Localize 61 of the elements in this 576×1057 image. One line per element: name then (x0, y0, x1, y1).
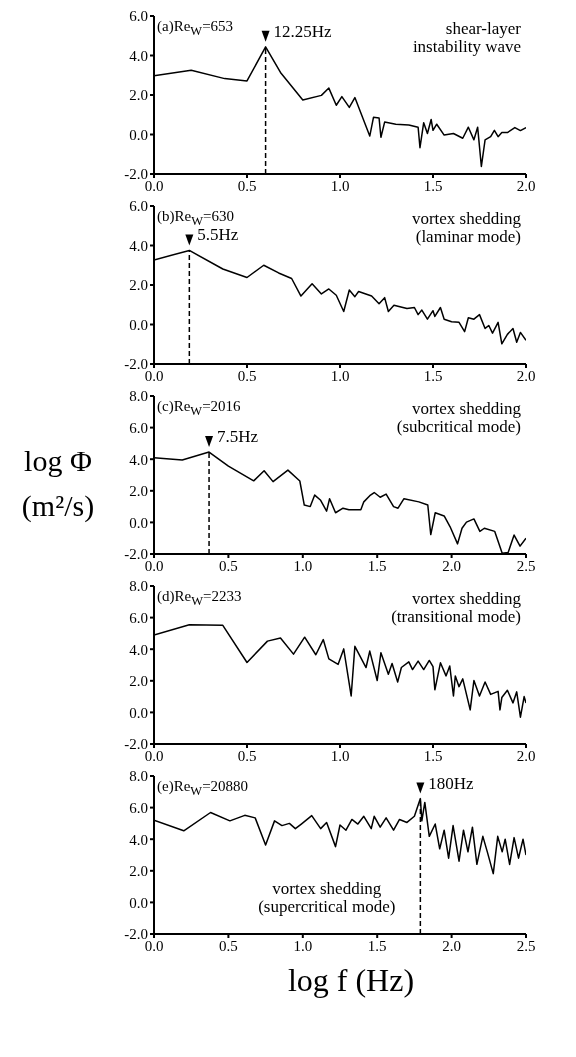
annotation: 5.5Hz (197, 225, 239, 245)
y-tick-label: 0.0 (129, 126, 148, 143)
annotation: 180Hz (428, 773, 475, 793)
x-tick-label: 2.0 (442, 937, 461, 954)
x-tick-label: 1.5 (423, 367, 443, 384)
annotation: vortex shedding (subcritical mode) (396, 399, 521, 436)
y-tick-label: 6.0 (129, 198, 148, 215)
y-tick-label: 0.0 (129, 514, 148, 531)
x-tick-label: 0.5 (237, 747, 257, 764)
y-tick-label: 8.0 (129, 578, 148, 595)
x-tick-label: 1.5 (367, 557, 387, 574)
y-tick-label: 8.0 (129, 388, 148, 405)
x-tick-label: 1.5 (423, 747, 443, 764)
y-tick-label: 8.0 (129, 768, 148, 785)
y-tick-label: 0.0 (129, 894, 148, 911)
x-tick-label: 0.5 (237, 177, 257, 194)
x-tick-label: 1.0 (330, 177, 350, 194)
y-tick-label: 6.0 (129, 799, 148, 816)
x-tick-label: 1.0 (330, 367, 350, 384)
y-tick-label: 6.0 (129, 419, 148, 436)
x-tick-label: 1.0 (293, 937, 313, 954)
x-tick-label: 2.0 (516, 367, 536, 384)
annotation: (a)Re$_{W}$=653 (157, 18, 234, 39)
x-tick-label: 1.5 (367, 937, 387, 954)
x-tick-label: 1.0 (293, 557, 313, 574)
x-tick-label: 2.0 (442, 557, 461, 574)
annotation: vortex shedding (laminar mode) (411, 209, 521, 246)
annotation: (c)Re$_{W}$=2016 (157, 398, 241, 419)
y-axis-title: log Φ (m²/s) (21, 443, 95, 524)
annotation: shear-layer instability wave (412, 19, 521, 56)
y-tick-label: 0.0 (129, 316, 148, 333)
x-tick-label: 1.5 (423, 177, 443, 194)
y-tick-label: 0.0 (129, 704, 148, 721)
y-tick-label: 2.0 (129, 277, 148, 294)
x-axis-title: log f (Hz) (286, 962, 416, 999)
x-tick-label: 0.5 (219, 937, 238, 954)
y-tick-label: 4.0 (129, 47, 148, 64)
y-tick-label: 6.0 (129, 8, 148, 25)
y-tick-label: 2.0 (129, 87, 148, 104)
y-tick-label: 4.0 (129, 451, 148, 468)
x-tick-label: 0.5 (219, 557, 238, 574)
x-tick-label: 1.0 (330, 747, 350, 764)
y-tick-label: 4.0 (129, 641, 148, 658)
x-tick-label: 2.0 (516, 177, 536, 194)
annotation: 7.5Hz (217, 427, 259, 447)
y-tick-label: 2.0 (129, 483, 148, 500)
y-tick-label: 4.0 (129, 831, 148, 848)
y-tick-label: 6.0 (129, 609, 148, 626)
annotation: (b)Re$_{W}$=630 (157, 208, 234, 228)
x-tick-label: 0.5 (237, 367, 257, 384)
y-tick-label: 2.0 (129, 673, 148, 690)
annotation: (e)Re$_{W}$=20880 (157, 778, 249, 799)
y-tick-label: 2.0 (129, 863, 148, 880)
annotation: vortex shedding (transitional mode) (391, 589, 521, 626)
annotation: 12.25Hz (273, 21, 333, 41)
x-tick-label: 2.0 (516, 747, 536, 764)
y-tick-label: 4.0 (129, 237, 148, 254)
x-tick-label: 2.5 (516, 937, 536, 954)
annotation: (d)Re$_{W}$=2233 (157, 588, 242, 609)
annotation: vortex shedding (supercritical mode) (258, 879, 396, 917)
x-tick-label: 2.5 (516, 557, 536, 574)
